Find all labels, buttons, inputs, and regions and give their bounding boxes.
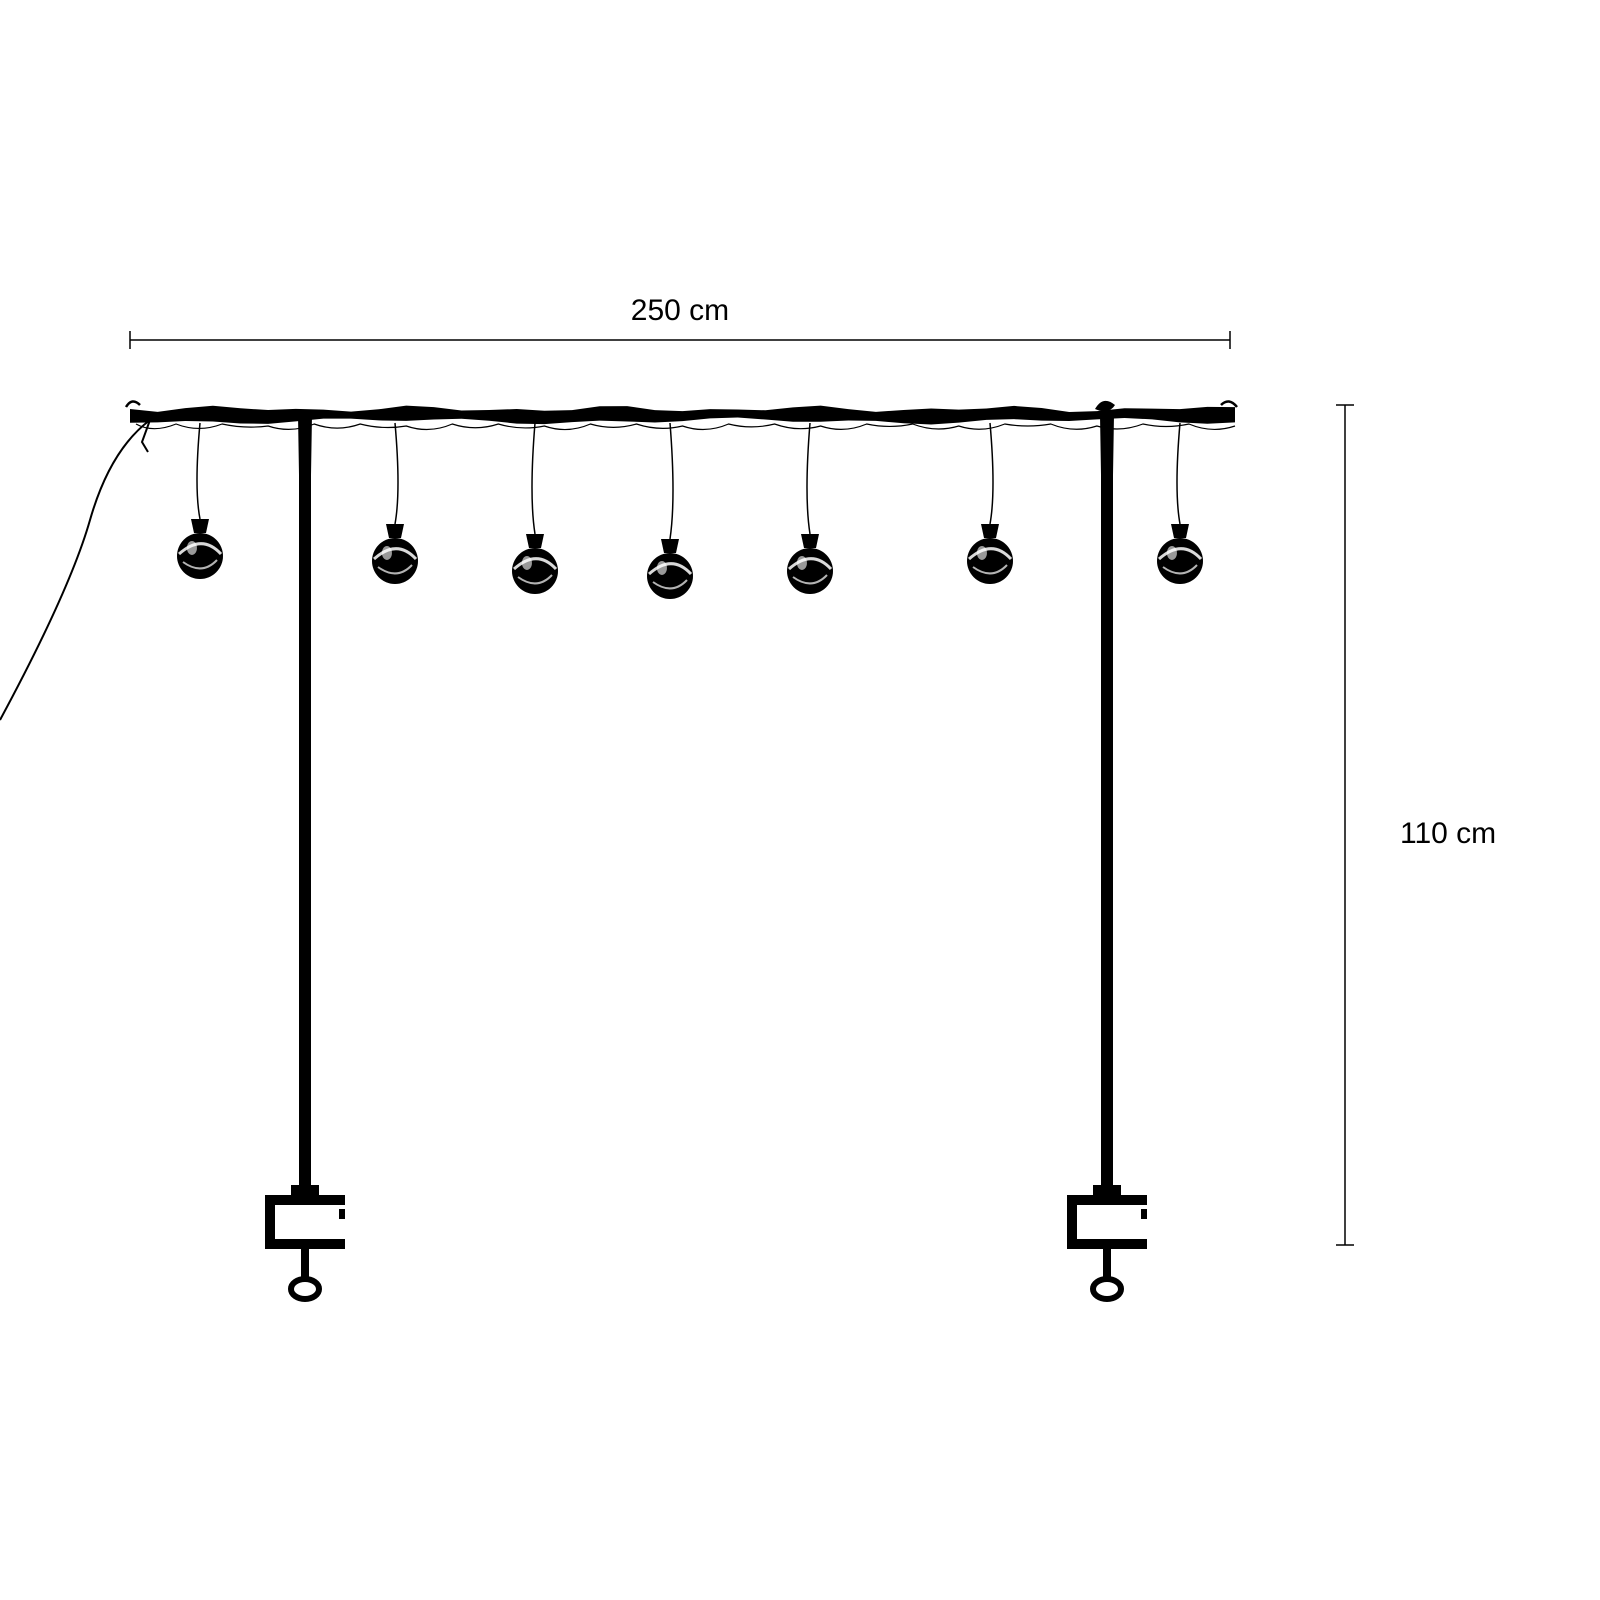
clamp-2 [1067,1185,1147,1299]
top-bar [126,401,1237,425]
width-dimension: 250 cm [130,294,1230,349]
height-label: 110 cm [1400,817,1496,850]
bulb-2 [372,423,418,584]
height-dimension: 110 cm [1336,405,1496,1245]
bulb-4 [647,423,693,599]
bulb-7 [1157,423,1203,584]
dimension-diagram: 250 cm 110 cm [0,0,1600,1600]
bulb-1 [177,423,223,579]
pole-1 [298,415,312,1185]
bulb-6 [967,423,1013,584]
width-label: 250 cm [631,294,729,327]
clamp-1 [265,1185,345,1299]
bulb-5 [787,423,833,594]
power-cord [0,420,150,720]
pole-2 [1100,415,1114,1185]
bulb-3 [512,423,558,594]
